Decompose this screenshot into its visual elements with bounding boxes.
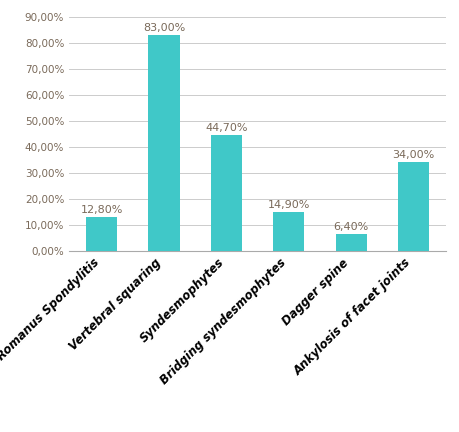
Bar bbox=[335, 234, 366, 251]
Text: 44,70%: 44,70% bbox=[205, 123, 247, 133]
Text: 14,90%: 14,90% bbox=[267, 200, 309, 210]
Bar bbox=[86, 217, 117, 251]
Bar bbox=[148, 35, 179, 251]
Bar bbox=[273, 212, 304, 251]
Bar bbox=[210, 135, 241, 251]
Text: 34,00%: 34,00% bbox=[392, 150, 434, 160]
Text: 83,00%: 83,00% bbox=[143, 23, 185, 33]
Text: 12,80%: 12,80% bbox=[80, 205, 123, 215]
Text: 6,40%: 6,40% bbox=[333, 222, 368, 232]
Bar bbox=[397, 162, 428, 251]
